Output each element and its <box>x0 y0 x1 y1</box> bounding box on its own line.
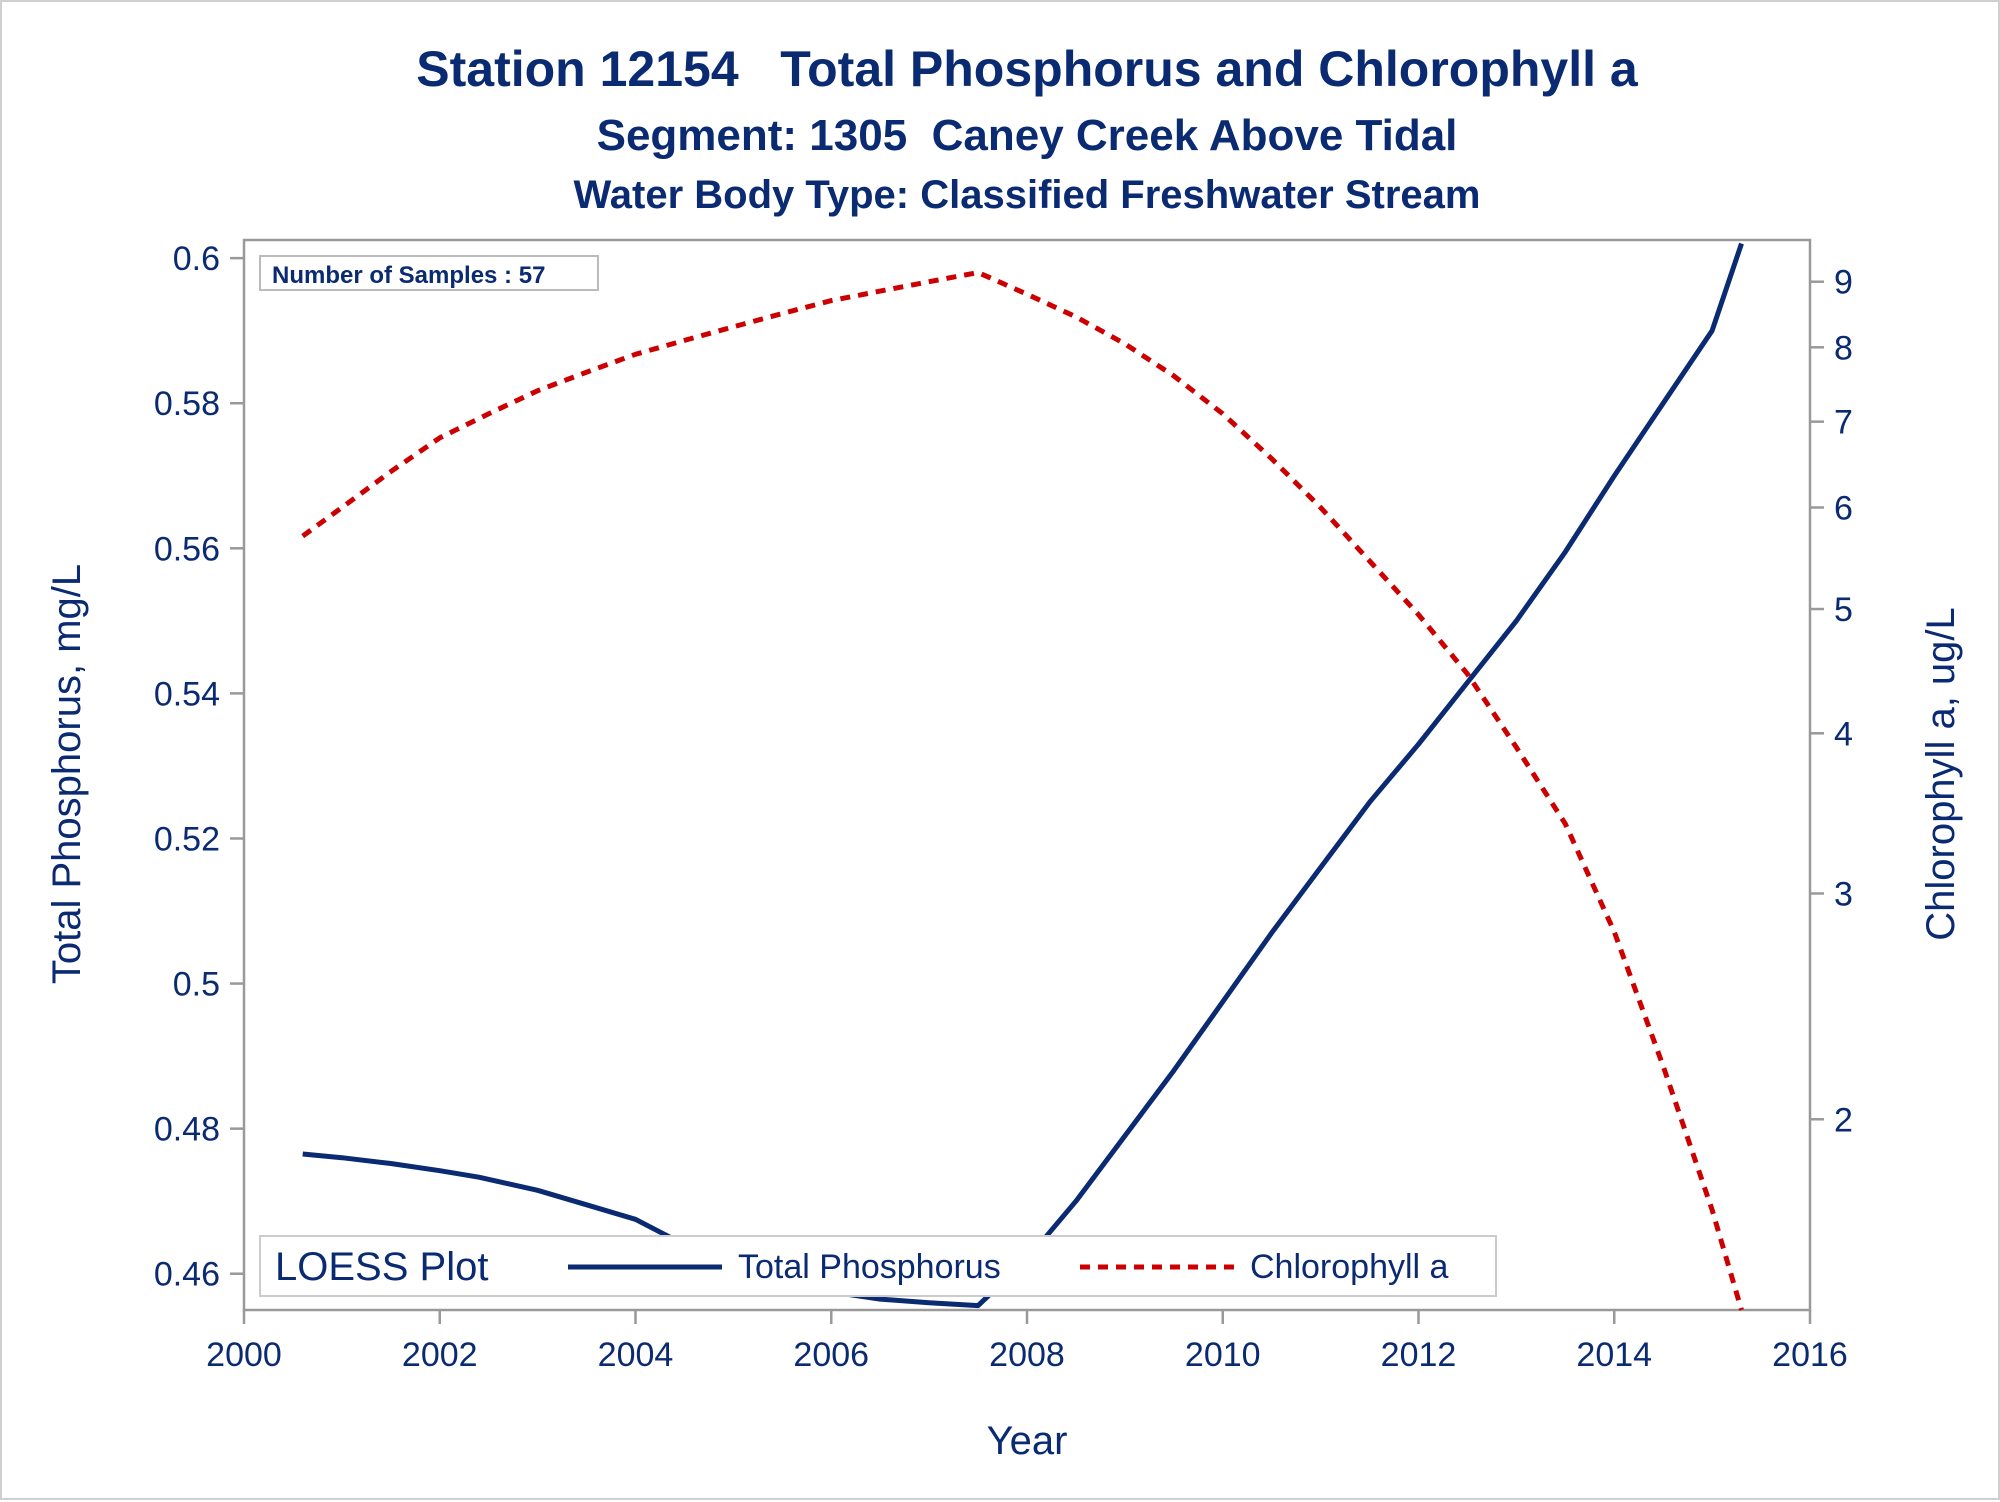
series-line-total-phosphorus <box>302 242 1744 1309</box>
x-axis-label: Year <box>987 1419 1068 1463</box>
y-tick-label: 0.56 <box>154 530 220 568</box>
x-tick-label: 2000 <box>206 1336 282 1374</box>
x-axis: 2000 2002 2004 2006 2008 2010 2012 2014 2016 <box>206 1310 1848 1374</box>
legend-box <box>259 1235 1497 1297</box>
legend-title: LOESS Plot <box>275 1245 488 1289</box>
y2-tick-label: 7 <box>1834 404 1853 442</box>
series-line-chlorophyll-a <box>301 270 1744 1311</box>
x-tick-label: 2008 <box>989 1336 1065 1374</box>
y-tick-label: 0.46 <box>154 1256 220 1294</box>
y-tick-label: 0.52 <box>154 820 220 858</box>
chart-subtitle-2: Water Body Type: Classified Freshwater S… <box>574 173 1481 217</box>
legend-label-total-phosphorus: Total Phosphorus <box>738 1248 1001 1286</box>
y-tick-label: 0.5 <box>173 966 220 1004</box>
y2-axis-label: Chlorophyll a, ug/L <box>1919 607 1963 941</box>
samples-inset-label: Number of Samples : 57 <box>272 262 545 289</box>
y-axis-left: 0.46 0.48 0.5 0.52 0.54 0.56 0.58 0.6 <box>154 240 244 1294</box>
chart-title: Station 12154 Total Phosphorus and Chlor… <box>416 41 1639 97</box>
y2-tick-label: 9 <box>1834 264 1853 302</box>
y2-tick-label: 6 <box>1834 489 1853 527</box>
x-tick-label: 2006 <box>793 1336 869 1374</box>
x-tick-label: 2010 <box>1185 1336 1261 1374</box>
x-tick-label: 2014 <box>1576 1336 1652 1374</box>
chart-subtitle: Segment: 1305 Caney Creek Above Tidal <box>597 111 1458 160</box>
y-axis-label: Total Phosphorus, mg/L <box>45 564 89 984</box>
legend-label-chlorophyll-a: Chlorophyll a <box>1250 1248 1449 1286</box>
legend: LOESS Plot Total Phosphorus Chlorophyll … <box>259 1235 1497 1297</box>
y-tick-label: 0.58 <box>154 385 220 423</box>
x-tick-label: 2002 <box>402 1336 478 1374</box>
y2-tick-label: 4 <box>1834 715 1853 753</box>
x-tick-label: 2016 <box>1772 1336 1848 1374</box>
y2-tick-label: 5 <box>1834 591 1853 629</box>
y2-tick-label: 8 <box>1834 329 1853 367</box>
y2-tick-label: 3 <box>1834 875 1853 913</box>
y-tick-label: 0.6 <box>173 240 220 278</box>
series-layer <box>301 242 1744 1311</box>
x-tick-label: 2012 <box>1381 1336 1457 1374</box>
y2-tick-label: 2 <box>1834 1101 1853 1139</box>
samples-inset-box <box>259 255 599 291</box>
y-tick-label: 0.54 <box>154 675 220 713</box>
y-axis-right: 2 3 4 5 6 7 8 9 <box>1810 264 1853 1139</box>
x-tick-label: 2004 <box>598 1336 674 1374</box>
y-tick-label: 0.48 <box>154 1111 220 1149</box>
plot-area <box>242 238 1812 1312</box>
